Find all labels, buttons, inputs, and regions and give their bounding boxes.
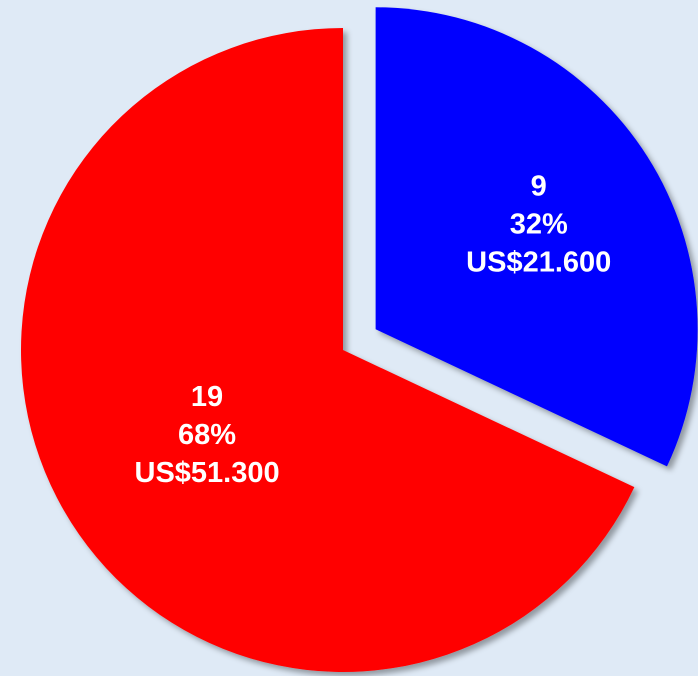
- data-label: 19: [191, 381, 223, 413]
- data-label: 9: [531, 170, 547, 202]
- data-label: US$51.300: [135, 457, 280, 489]
- pie: [21, 7, 698, 672]
- data-label: 32%: [510, 208, 568, 240]
- labels: 9 32% US$21.600 19 68% US$51.300: [135, 170, 612, 488]
- data-label: US$21.600: [466, 246, 611, 278]
- pie-slice: [21, 28, 635, 672]
- data-label: 68%: [178, 419, 236, 451]
- pie-slice: [375, 7, 698, 467]
